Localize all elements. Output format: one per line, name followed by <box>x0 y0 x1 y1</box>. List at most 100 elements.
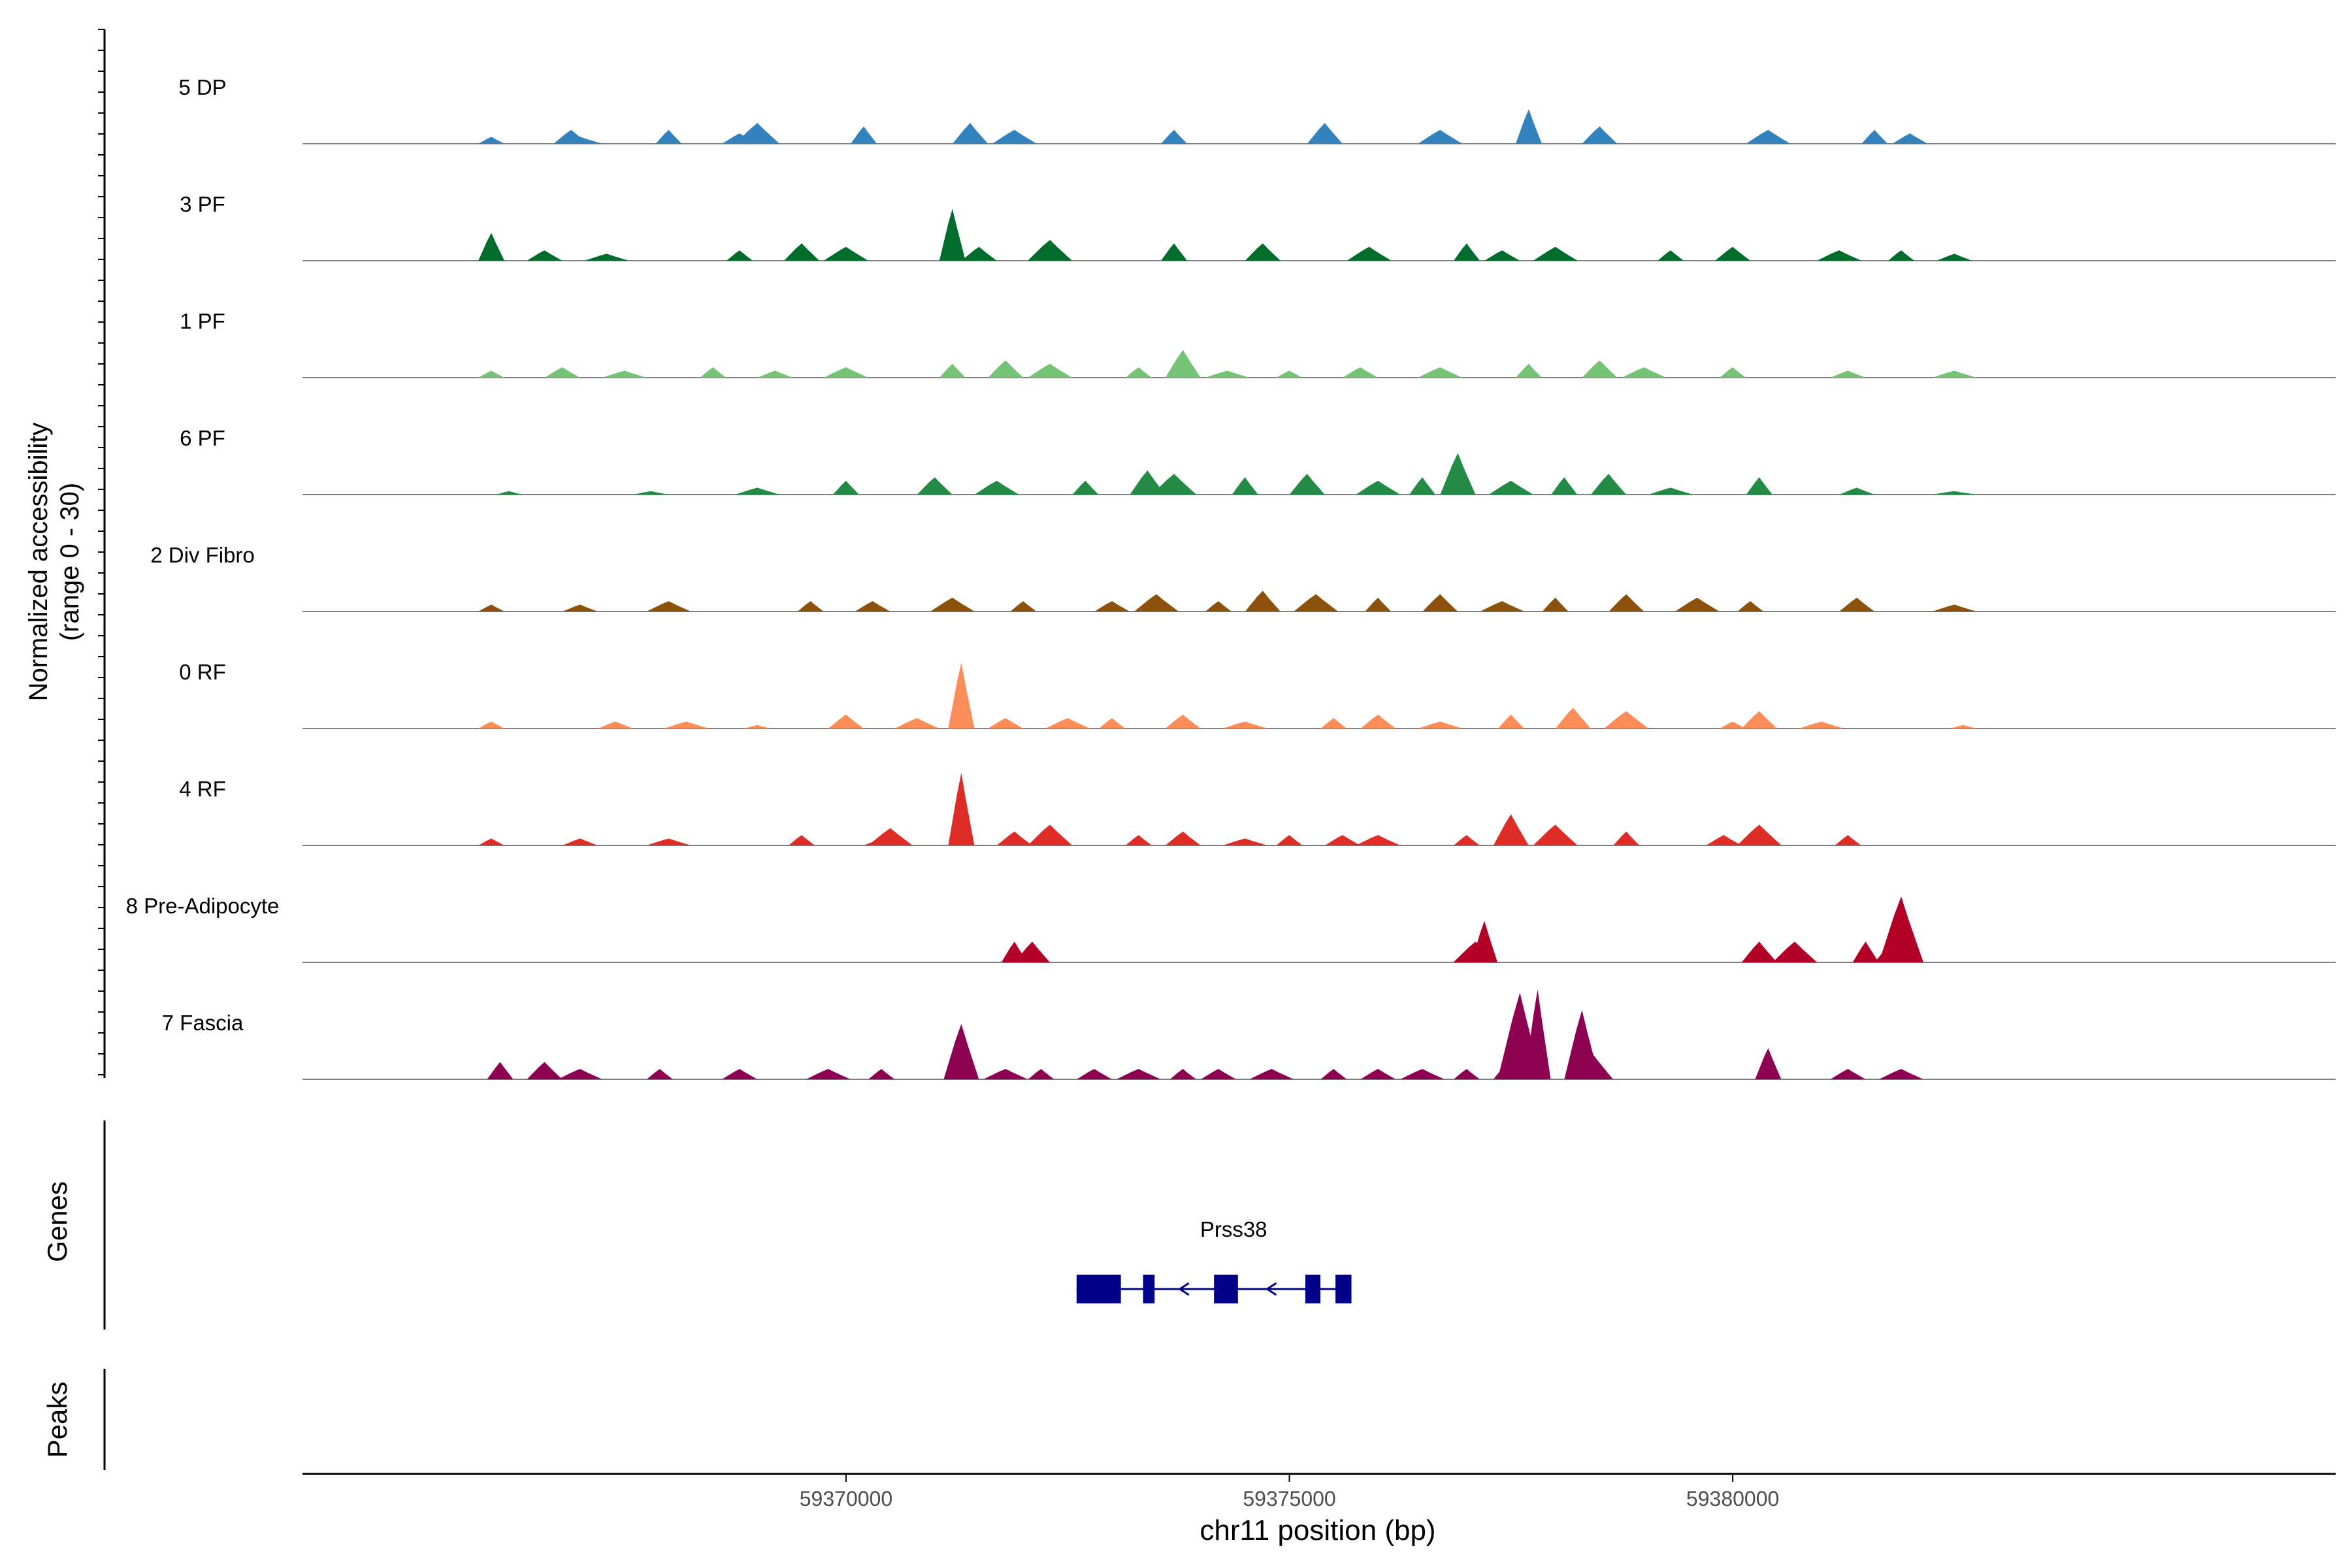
coverage-peak <box>478 370 505 378</box>
coverage-peak <box>1720 367 1746 378</box>
coverage-peak <box>1622 367 1667 378</box>
strand-arrow-icon <box>1265 1282 1277 1296</box>
coverage-peak <box>1010 601 1037 612</box>
coverage-peak <box>1169 1069 1196 1079</box>
gene-exon <box>1143 1275 1155 1303</box>
coverage-peak <box>1094 601 1130 612</box>
coverage-peak <box>1307 123 1343 144</box>
gene-exon <box>1335 1275 1352 1303</box>
coverage-peak <box>1125 367 1152 378</box>
coverage-peak <box>700 367 727 378</box>
coverage-peak <box>1741 711 1777 728</box>
coverage-peak <box>1861 129 1888 144</box>
coverage-peak <box>1245 243 1281 261</box>
coverage-peak <box>1418 721 1463 728</box>
coverage-peak <box>797 601 824 612</box>
coverage-peak <box>1706 835 1742 845</box>
track-8: 8 Pre-Adipocyte <box>126 894 2336 963</box>
track-label: 0 RF <box>179 660 226 684</box>
coverage-peak <box>784 243 820 261</box>
coverage-peak <box>1343 367 1379 378</box>
track-label: 5 DP <box>178 75 226 99</box>
coverage-peak <box>1755 1048 1782 1079</box>
coverage-peak <box>527 250 563 261</box>
coverage-peak <box>1294 594 1339 612</box>
coverage-peak <box>988 360 1024 378</box>
coverage-peak <box>1932 370 1977 378</box>
gene-label: Prss38 <box>1200 1217 1267 1241</box>
x-axis: 59370000 59375000 59380000 <box>800 1474 1779 1511</box>
coverage-peak <box>1454 835 1480 845</box>
coverage-peak <box>1674 597 1720 612</box>
coverage-peak <box>1609 594 1644 612</box>
coverage-peak <box>1737 825 1782 845</box>
coverage-peak <box>1932 491 1977 495</box>
coverage-peak <box>961 246 997 261</box>
coverage-peak <box>1454 1069 1480 1079</box>
x-tick-label: 59370000 <box>800 1487 892 1511</box>
track-6: 0 RF <box>179 660 2336 729</box>
x-axis-title: chr11 position (bp) <box>1200 1514 1435 1546</box>
coverage-peak <box>1604 711 1649 728</box>
coverage-peak <box>1422 594 1458 612</box>
coverage-peak <box>1746 129 1791 144</box>
coverage-peak <box>1152 474 1197 495</box>
coverage-peak <box>1409 477 1436 495</box>
coverage-peak <box>1516 363 1542 378</box>
gene-exon <box>1305 1275 1321 1303</box>
coverage-peak <box>487 1062 514 1079</box>
track-7: 4 RF <box>179 772 2336 846</box>
coverage-peak <box>868 828 913 845</box>
coverage-peak <box>939 208 966 261</box>
coverage-peak <box>664 721 709 728</box>
coverage-peak <box>1360 714 1396 728</box>
coverage-peak <box>1892 133 1928 144</box>
coverage-peak <box>1276 370 1303 378</box>
coverage-peak <box>943 1024 979 1079</box>
coverage-peak <box>1737 601 1764 612</box>
coverage-peak <box>1418 367 1463 378</box>
coverage-peak <box>1418 129 1463 144</box>
coverage-peak <box>646 838 691 845</box>
coverage-peak <box>496 491 523 495</box>
coverage-peak <box>1516 109 1542 144</box>
coverage-peak <box>744 725 771 728</box>
coverage-peak <box>828 714 864 728</box>
track-4: 6 PF <box>180 426 2336 495</box>
coverage-peak <box>1524 989 1551 1079</box>
coverage-peak <box>1325 835 1360 845</box>
coverage-peak <box>1222 838 1267 845</box>
coverage-peak <box>1658 250 1684 261</box>
coverage-peak <box>1201 1069 1236 1079</box>
coverage-peak <box>1320 718 1347 728</box>
genes-panel-label: Genes <box>42 1181 73 1262</box>
coverage-peak <box>1125 835 1152 845</box>
coverage-peak <box>988 718 1024 728</box>
coverage-peak <box>996 831 1032 845</box>
coverage-peak <box>1936 253 1972 261</box>
track-2: 3 PF <box>180 192 2336 261</box>
coverage-peak <box>1720 721 1746 728</box>
track-5: 2 Div Fibro <box>150 543 2336 612</box>
coverage-peak <box>1072 480 1099 495</box>
coverage-peak <box>1480 601 1525 612</box>
coverage-peak <box>1715 246 1751 261</box>
coverage-peak <box>1028 240 1073 261</box>
coverage-peak <box>1879 1069 1923 1079</box>
coverage-peak <box>1045 718 1090 728</box>
coverage-peak <box>1161 243 1188 261</box>
coverage-peak <box>930 597 975 612</box>
track-3: 1 PF <box>180 309 2336 378</box>
coverage-peak <box>1365 597 1392 612</box>
coverage-peak <box>823 246 868 261</box>
coverage-peak <box>735 123 780 144</box>
coverage-peak <box>1488 480 1533 495</box>
coverage-peak <box>598 721 634 728</box>
coverage-peak <box>655 129 682 144</box>
coverage-peak <box>1830 370 1866 378</box>
coverage-peak <box>1493 814 1529 845</box>
coverage-peak <box>557 137 602 144</box>
coverage-peak <box>1356 835 1401 845</box>
y-axis-title-line1: Normalized accessibility <box>24 423 53 702</box>
